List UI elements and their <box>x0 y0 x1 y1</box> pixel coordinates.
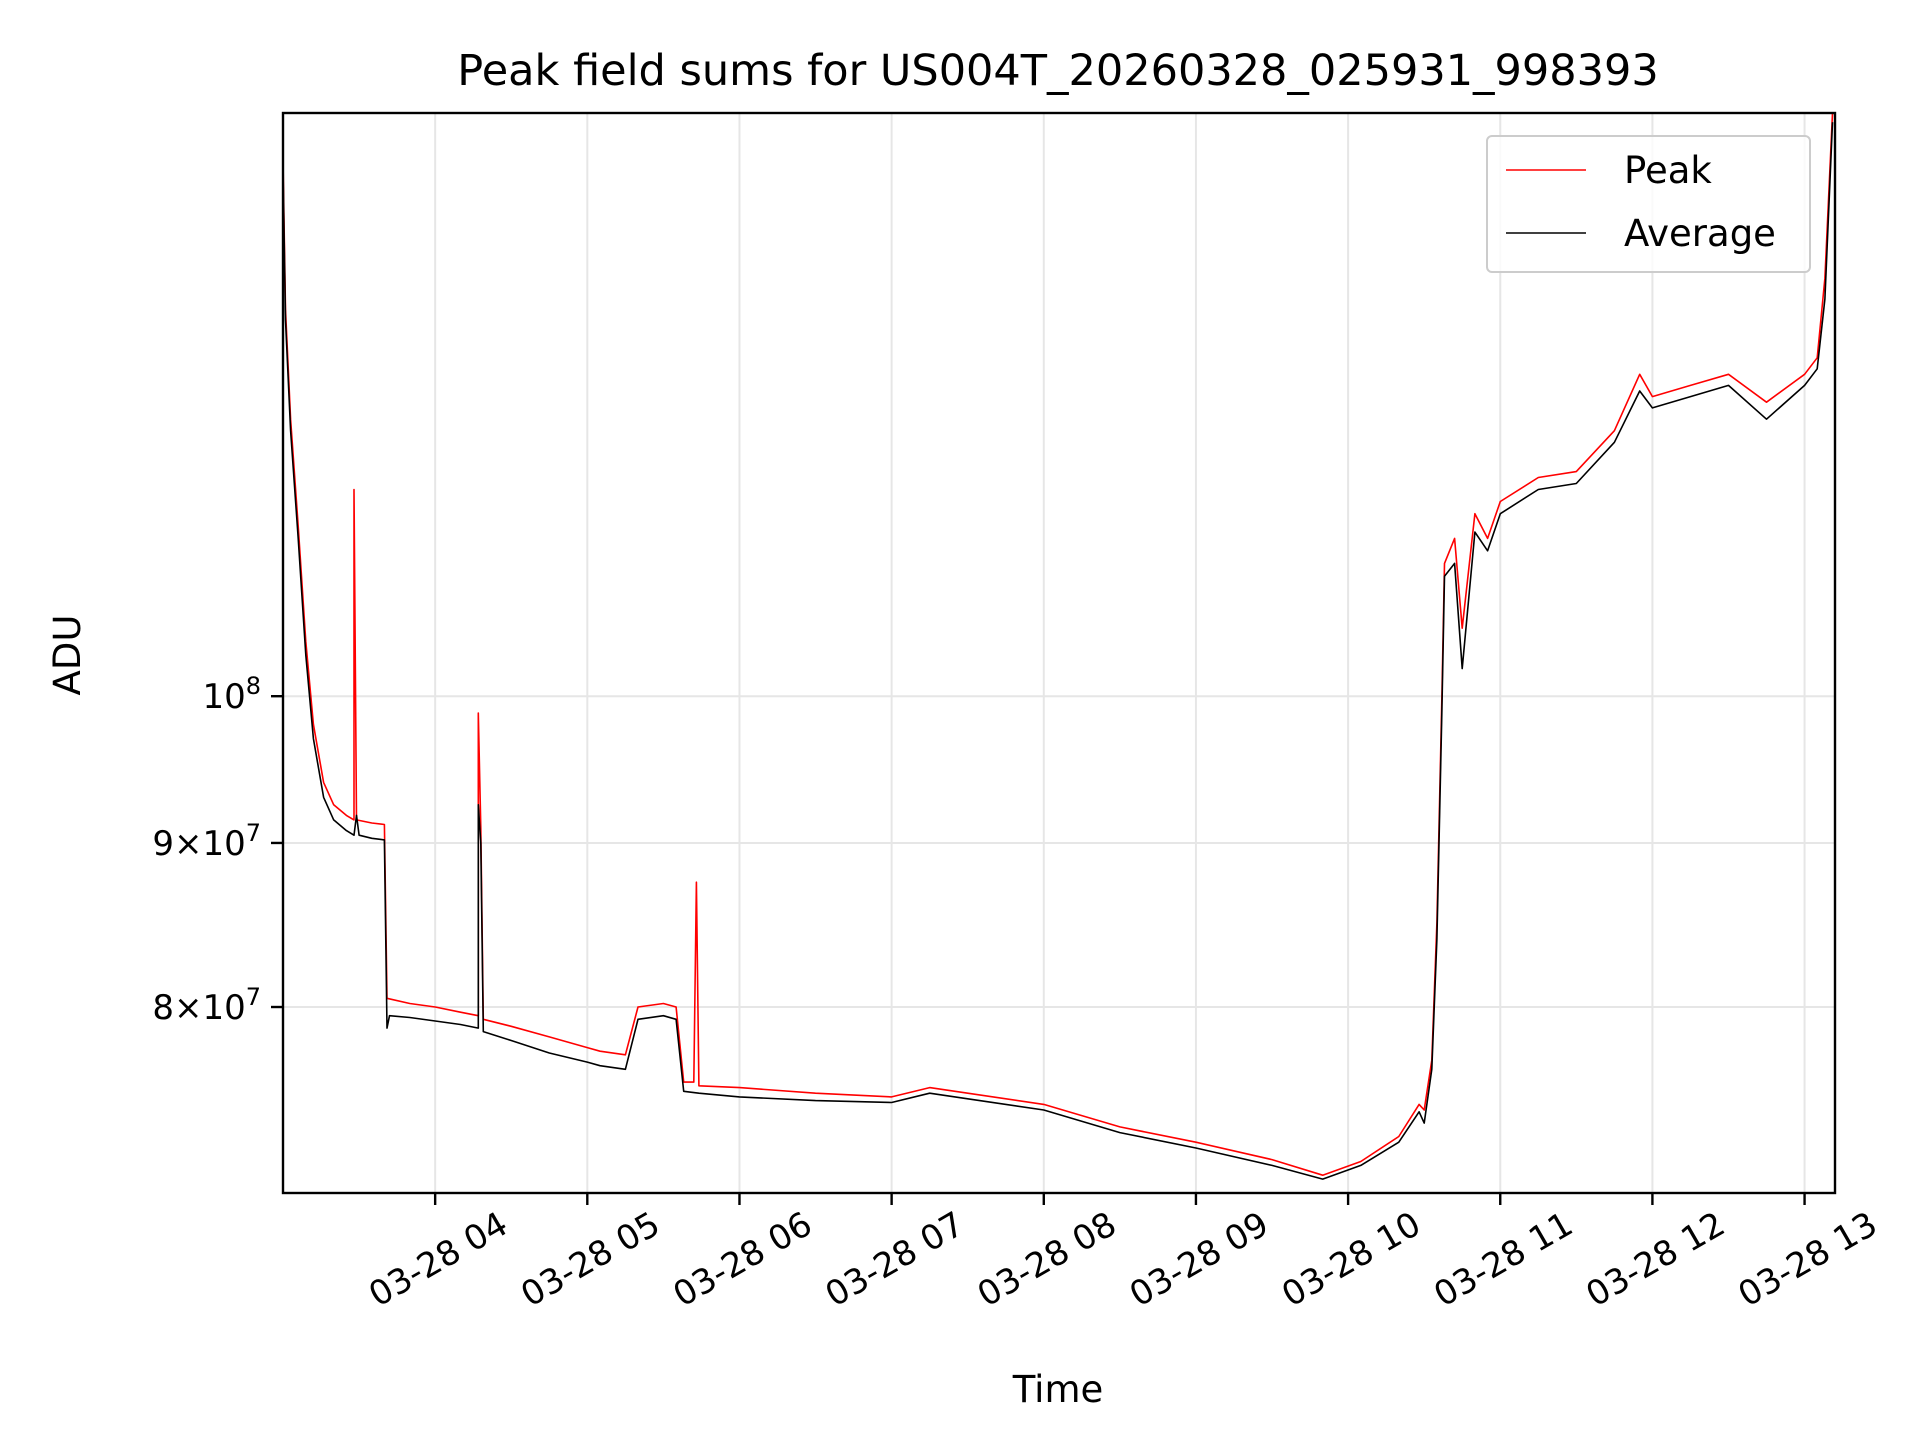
plot-frame <box>281 111 1837 1195</box>
chart-title: Peak field sums for US004T_20260328_0259… <box>457 46 1658 96</box>
y-axis-label: ADU <box>46 615 89 696</box>
legend: Peak Average <box>1486 135 1811 273</box>
series-line-average <box>282 122 1834 1180</box>
legend-label-average: Average <box>1624 212 1776 255</box>
series-line-peak <box>282 112 1834 1176</box>
plot-area-series <box>282 112 1834 1180</box>
grid-lines <box>283 113 1835 1193</box>
y-tick-label: 8×107 <box>152 983 261 1028</box>
y-tick-label: 9×107 <box>152 819 261 864</box>
legend-label-peak: Peak <box>1624 149 1712 192</box>
y-tick-label: 108 <box>202 672 261 717</box>
y-axis-ticks: 8×107 9×107 108 <box>152 672 283 1028</box>
x-axis-label: Time <box>1012 1368 1104 1411</box>
